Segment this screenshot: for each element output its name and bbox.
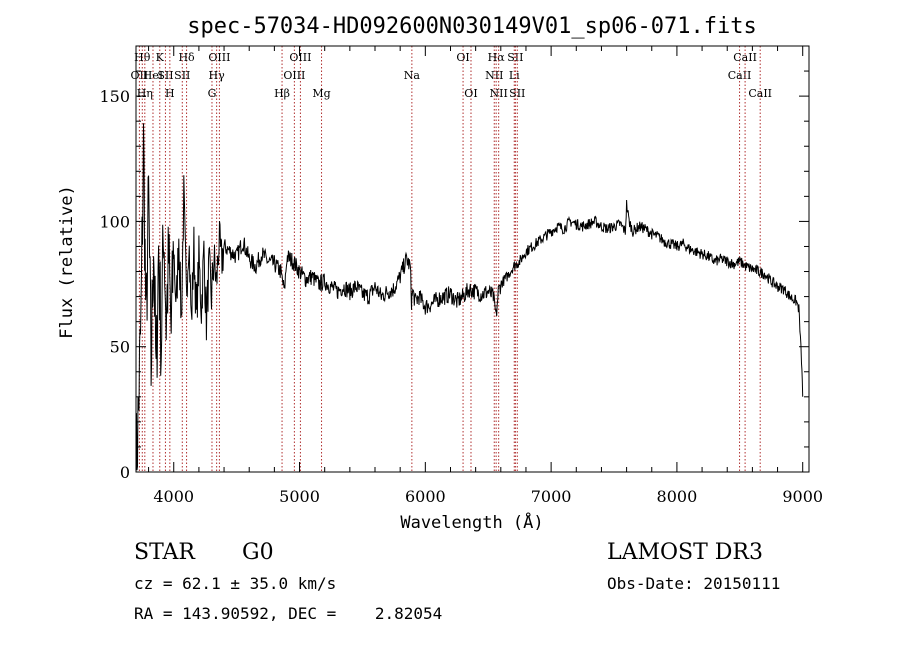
x-tick-label-1: 5000	[279, 487, 320, 506]
line-marker-label-22: Li	[509, 69, 520, 82]
line-marker-label-0: OII	[131, 69, 149, 82]
line-marker-label-7: Hδ	[178, 51, 195, 64]
ra-dec-coordinates: RA = 143.90592, DEC = 2.82054	[134, 604, 443, 623]
line-marker-label-17: OI	[456, 51, 469, 64]
line-marker-label-10: Hγ	[209, 69, 226, 82]
line-marker-label-26: CaII	[733, 51, 757, 64]
chart-title: spec-57034-HD092600N030149V01_sp06-071.f…	[187, 14, 757, 39]
line-marker-label-16: Na	[404, 69, 421, 82]
line-marker-label-9: G	[208, 87, 217, 100]
x-tick-label-0: 4000	[153, 487, 194, 506]
object-class: STAR	[134, 540, 195, 565]
axis-ticks: 4000 5000 6000 7000 8000 9000 0 50 100 150	[99, 46, 823, 506]
line-marker-layer: OII Hθ Hη HeI K SII H Hδ SII G Hγ OIII Hβ OIII OIII Mg N…	[131, 46, 772, 472]
redshift-velocity: cz = 62.1 ± 35.0 km/s	[134, 574, 337, 593]
line-marker-label-21: NII	[490, 87, 508, 100]
x-tick-label-4: 8000	[657, 487, 698, 506]
line-marker-label-4: K	[156, 51, 165, 64]
line-marker-label-19: NII	[485, 69, 503, 82]
line-marker-label-27: CaII	[748, 87, 772, 100]
x-tick-label-2: 6000	[405, 487, 446, 506]
line-marker-label-20: Hα	[488, 51, 506, 64]
line-marker-label-6: H	[165, 87, 175, 100]
y-tick-label-1: 50	[110, 338, 130, 357]
line-marker-label-13: OIII	[283, 69, 305, 82]
object-subclass: G0	[242, 540, 274, 565]
observation-date: Obs-Date: 20150111	[607, 574, 781, 593]
survey-name: LAMOST DR3	[607, 540, 763, 565]
x-tick-label-5: 9000	[782, 487, 823, 506]
line-marker-label-1: Hθ	[134, 51, 151, 64]
line-marker-label-25: CaII	[728, 69, 752, 82]
x-axis-label: Wavelength (Å)	[400, 511, 543, 533]
y-tick-label-2: 100	[99, 212, 130, 231]
y-tick-label-0: 0	[120, 463, 130, 482]
x-tick-label-3: 7000	[531, 487, 572, 506]
y-tick-label-3: 150	[99, 87, 130, 106]
line-marker-label-14: OIII	[289, 51, 311, 64]
line-marker-label-12: Hβ	[274, 87, 290, 100]
line-marker-label-11: OIII	[208, 51, 230, 64]
line-marker-label-24: SII	[509, 87, 525, 100]
line-marker-label-15: Mg	[312, 87, 330, 100]
line-marker-label-23: SII	[507, 51, 523, 64]
line-marker-label-3: HeI	[143, 69, 163, 82]
y-axis-label: Flux (relative)	[57, 185, 77, 339]
line-marker-label-18: OI	[464, 87, 477, 100]
line-marker-label-2: Hη	[137, 87, 153, 100]
line-marker-label-5: SII	[157, 69, 173, 82]
plot-frame	[135, 45, 810, 473]
line-marker-label-8: SII	[174, 69, 190, 82]
flux-series-line	[135, 123, 804, 473]
